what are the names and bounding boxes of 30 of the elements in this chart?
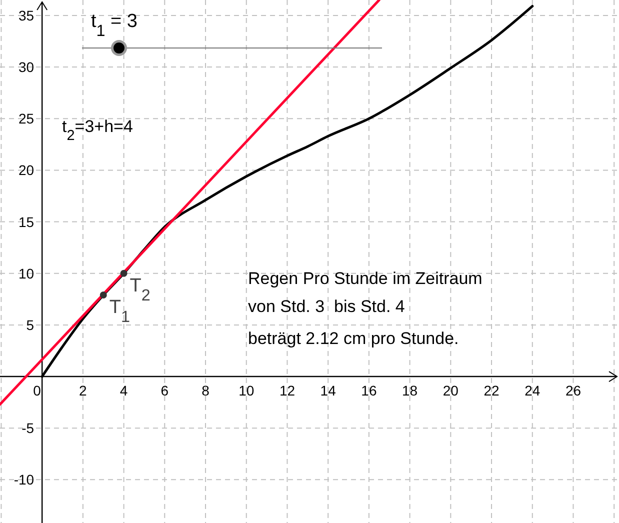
x-tick-label: 26 [565, 382, 582, 399]
x-tick-label: 14 [320, 382, 336, 399]
y-tick-label: 25 [18, 110, 34, 127]
annotation: von Std. 3 bis Std. 4 [248, 297, 405, 316]
x-tick-label: 10 [238, 382, 254, 399]
annotation: Regen Pro Stunde im Zeitraum [248, 269, 482, 288]
y-tick-label: -5 [22, 420, 34, 436]
annotation: t$_{1}$ = 3 [91, 11, 138, 40]
x-tick-label: 4 [120, 382, 128, 399]
annotation: beträgt 2.12 cm pro Stunde. [248, 329, 459, 348]
x-tick-label: 22 [484, 382, 500, 399]
x-tick-label: 8 [202, 382, 210, 399]
y-tick-label: 35 [18, 7, 34, 24]
y-tick-label: 20 [18, 162, 34, 178]
annotation: t$_{2}$=3+h=4 [62, 117, 133, 144]
x-tick-label: 18 [402, 382, 418, 399]
y-tick-label: 5 [26, 316, 34, 333]
y-tick-label: -10 [14, 472, 34, 488]
annotation: T$_{2}$ [130, 275, 150, 304]
x-tick-label: 24 [524, 382, 540, 399]
x-tick-label: 2 [79, 382, 88, 399]
y-tick-label: 30 [18, 59, 34, 76]
x-tick-label: 12 [279, 382, 296, 399]
y-tick-label: 10 [18, 265, 34, 282]
x-tick-label: 16 [361, 382, 377, 399]
x-tick-label: 20 [442, 382, 459, 399]
x-tick-label: 6 [160, 382, 169, 399]
annotation: T$_{1}$ [109, 297, 130, 326]
x-tick-label: 0 [33, 382, 42, 399]
y-tick-label: 15 [18, 214, 34, 230]
